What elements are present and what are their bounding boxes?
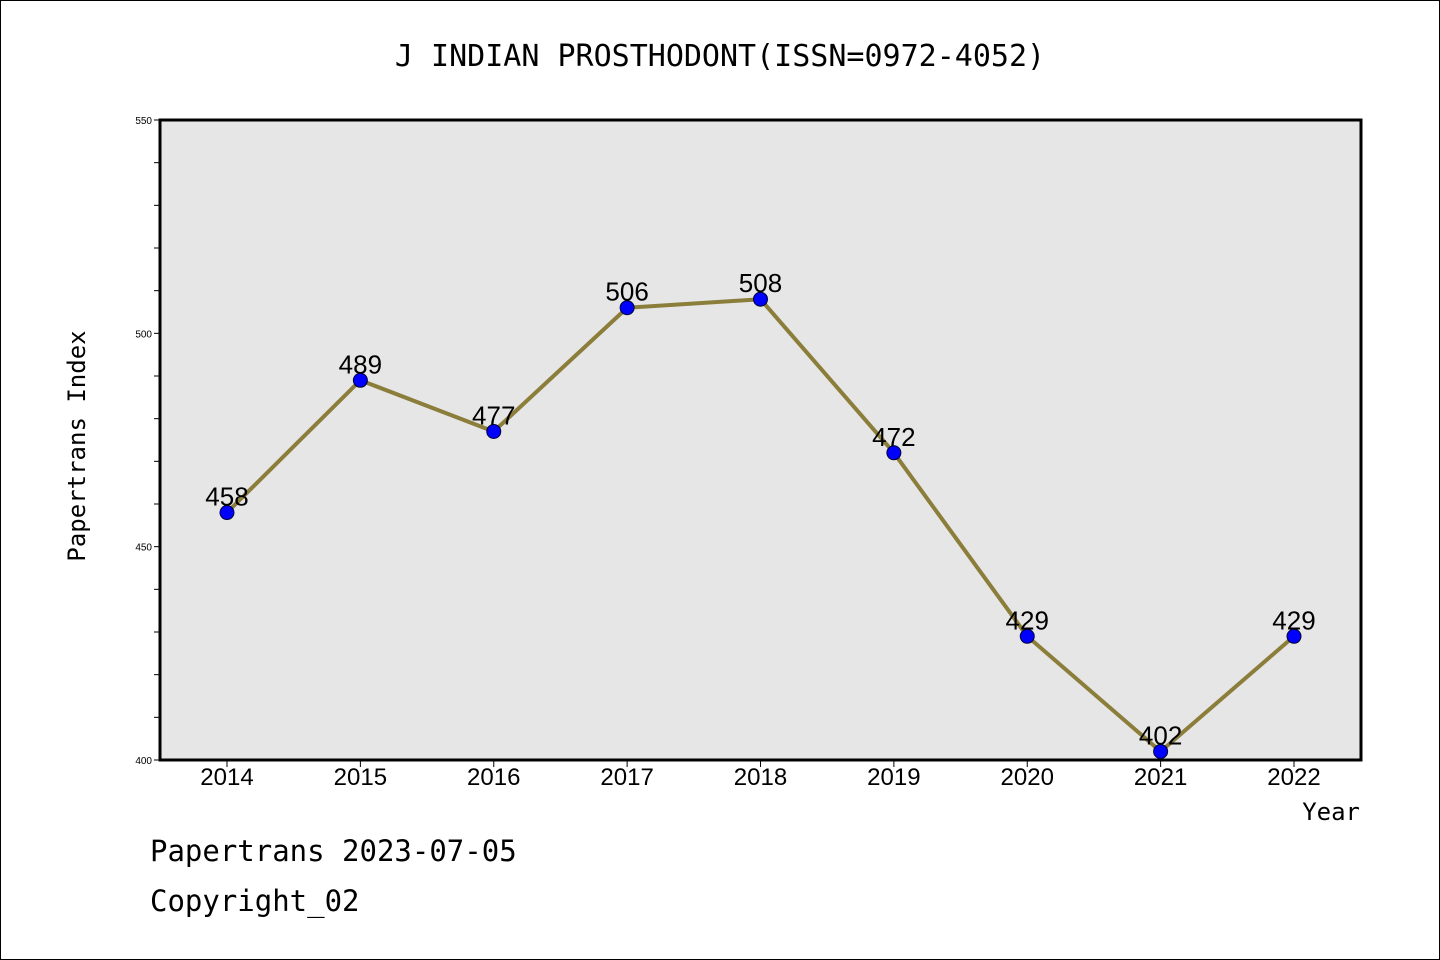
data-point: [352, 372, 368, 388]
y-tick-label: 450: [135, 543, 152, 554]
data-label: 477: [472, 400, 515, 430]
data-label: 472: [872, 422, 915, 452]
x-tick-label: 2017: [600, 764, 653, 791]
y-axis-label: Papertrans Index: [63, 330, 91, 561]
x-axis-ticks: 2014 2015 2016 2017 2018 2019 2020 2021 2022: [200, 760, 1321, 791]
y-axis-ticks: 400 450 500 550: [135, 116, 160, 767]
data-label: 458: [205, 482, 248, 512]
footer-copyright: Copyright_02: [150, 884, 360, 918]
data-point: [753, 291, 768, 307]
data-label: 429: [1006, 605, 1049, 635]
y-tick-label: 400: [135, 756, 152, 767]
x-tick-label: 2022: [1267, 764, 1320, 791]
series-group: 458 489 477 506 508 472 429 402 429: [205, 268, 1316, 759]
x-tick-label: 2014: [200, 764, 253, 791]
data-label: 429: [1272, 605, 1315, 635]
data-point: [619, 300, 635, 316]
data-label: 402: [1139, 720, 1182, 750]
data-point: [886, 445, 902, 461]
data-point: [1286, 628, 1302, 644]
x-tick-label: 2018: [734, 764, 787, 791]
x-tick-label: 2016: [467, 764, 520, 791]
x-tick-label: 2015: [334, 764, 387, 791]
footer-date: Papertrans 2023-07-05: [150, 834, 517, 868]
data-point: [219, 505, 235, 521]
x-tick-label: 2021: [1134, 764, 1187, 791]
x-tick-label: 2019: [867, 764, 920, 791]
y-tick-label: 500: [135, 329, 152, 340]
data-point: [1019, 628, 1035, 644]
chart-title: J INDIAN PROSTHODONT(ISSN=0972-4052): [395, 39, 1045, 74]
data-label: 506: [605, 277, 648, 307]
y-tick-label: 550: [135, 116, 152, 127]
data-label: 489: [339, 349, 382, 379]
x-axis-label: Year: [1302, 798, 1360, 826]
x-tick-label: 2020: [1001, 764, 1054, 791]
data-label: 508: [739, 268, 782, 298]
data-point: [1153, 743, 1169, 759]
data-point: [486, 423, 502, 439]
plot-area: [158, 118, 1363, 762]
